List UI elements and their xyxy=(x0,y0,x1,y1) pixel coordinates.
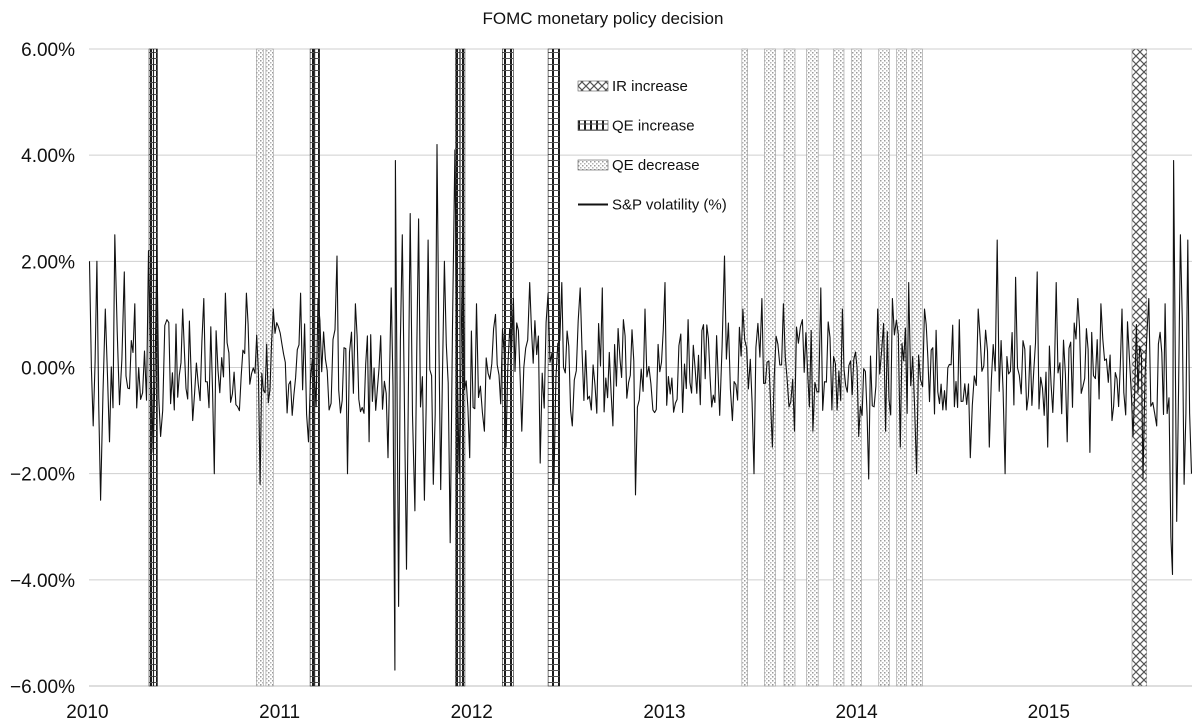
x-tick-label: 2013 xyxy=(643,702,685,723)
legend-swatch xyxy=(577,120,609,131)
grid-lines xyxy=(89,48,1192,687)
y-tick-label: 2.00% xyxy=(21,252,75,273)
x-tick-label: 2010 xyxy=(66,702,108,723)
x-tick-label: 2014 xyxy=(835,702,878,723)
x-tick-label: 2015 xyxy=(1028,702,1070,723)
legend-swatch xyxy=(577,159,609,171)
event-band-qe-dec xyxy=(256,48,264,687)
x-tick-label: 2011 xyxy=(259,702,300,723)
y-tick-label: −4.00% xyxy=(10,571,75,592)
event-band-qe-dec xyxy=(806,48,819,687)
event-band-qe-inc xyxy=(547,48,560,687)
legend-item-qe-inc: QE increase xyxy=(577,118,695,135)
y-tick-label: 4.00% xyxy=(21,146,75,167)
x-axis: 2010 2011 2012 2013 2014 2015 xyxy=(66,702,1070,723)
event-band-qe-dec xyxy=(741,48,748,687)
legend: IR increase QE increase QE decrease S&P vol… xyxy=(577,78,727,214)
legend-item-qe-dec: QE decrease xyxy=(577,157,700,174)
series-layer xyxy=(88,143,1192,671)
y-axis: 6.00% 4.00% 2.00% 0.00% −2.00% −4.00% −6.00% xyxy=(10,40,75,698)
event-band-qe-dec xyxy=(783,48,796,687)
x-tick-label: 2012 xyxy=(451,702,493,723)
legend-item-ir: IR increase xyxy=(577,78,688,95)
series-line-sp-volatility xyxy=(88,143,1192,671)
legend-label: QE decrease xyxy=(612,157,700,174)
y-tick-label: −2.00% xyxy=(10,465,75,486)
event-band-qe-dec xyxy=(851,48,862,687)
legend-item-sp: S&P volatility (%) xyxy=(578,197,727,214)
legend-label: S&P volatility (%) xyxy=(612,197,727,214)
chart-title: FOMC monetary policy decision xyxy=(483,9,724,28)
event-band-qe-inc xyxy=(309,48,315,687)
legend-label: IR increase xyxy=(612,78,688,95)
y-tick-label: 0.00% xyxy=(21,359,75,380)
y-tick-label: −6.00% xyxy=(10,677,75,698)
y-tick-label: 6.00% xyxy=(21,40,75,61)
legend-swatch xyxy=(577,80,609,92)
legend-label: QE increase xyxy=(612,118,695,135)
event-band-qe-dec xyxy=(764,48,776,687)
